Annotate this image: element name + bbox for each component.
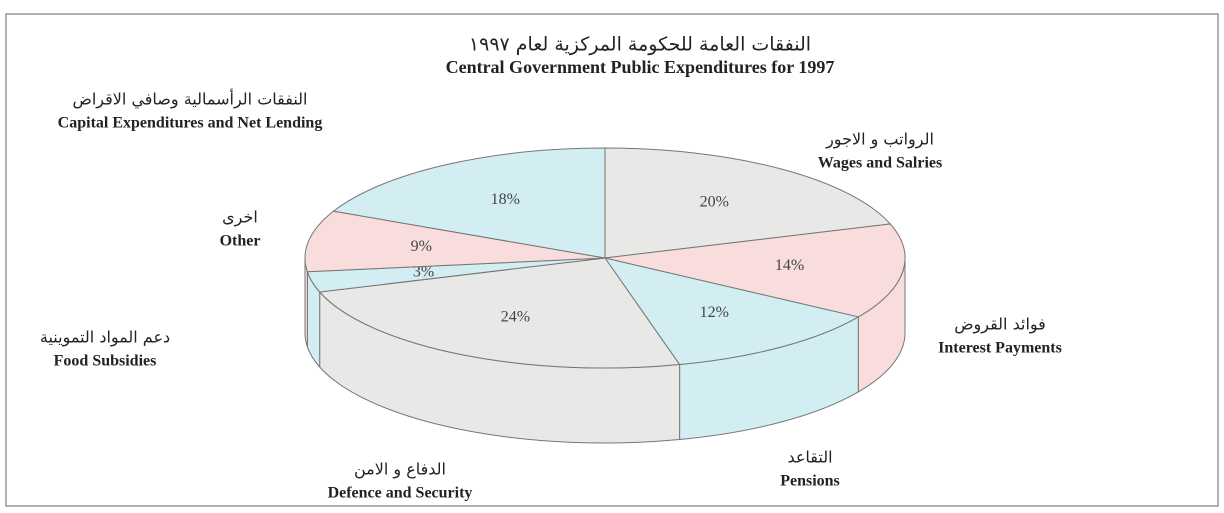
legend-label: Capital Expenditures and Net Lending [58, 115, 323, 132]
slice [318, 257, 681, 369]
chart-title: النفقات العامة للحكومة المركزية لعام ١٩٩… [469, 34, 811, 56]
legend-label-ar: النفقات الرأسمالية وصافي الاقراض [73, 89, 308, 110]
frame [5, 13, 1219, 507]
legend-label: Other [220, 233, 261, 250]
value-label: 14% [775, 257, 804, 274]
legend-label: Pensions [780, 473, 840, 490]
value-label: 24% [501, 308, 530, 325]
legend-label-ar: فوائد القروض [954, 315, 1046, 335]
legend-label-ar: الرواتب و الاجور [825, 130, 934, 150]
legend-label: Interest Payments [938, 340, 1062, 357]
slice [332, 147, 606, 259]
value-label: 9% [411, 238, 432, 255]
legend-label-ar: الدفاع و الامن [354, 460, 446, 480]
legend-label: Defence and Security [328, 485, 473, 502]
slice [604, 223, 906, 318]
chart-subtitle: Central Government Public Expenditures f… [446, 57, 835, 77]
value-label: 3% [413, 264, 434, 281]
legend-label-ar: دعم المواد التموينية [40, 328, 170, 348]
legend-label: Wages and Salries [818, 155, 942, 172]
legend-label-ar: اخرى [222, 208, 258, 228]
slice [304, 210, 606, 273]
value-label: 18% [491, 191, 520, 208]
slice [603, 257, 860, 366]
value-label: 20% [700, 193, 729, 210]
legend-label-ar: التقاعد [787, 448, 832, 467]
value-label: 12% [700, 304, 729, 321]
legend-label: Food Subsidies [54, 353, 157, 370]
slice [604, 147, 892, 259]
